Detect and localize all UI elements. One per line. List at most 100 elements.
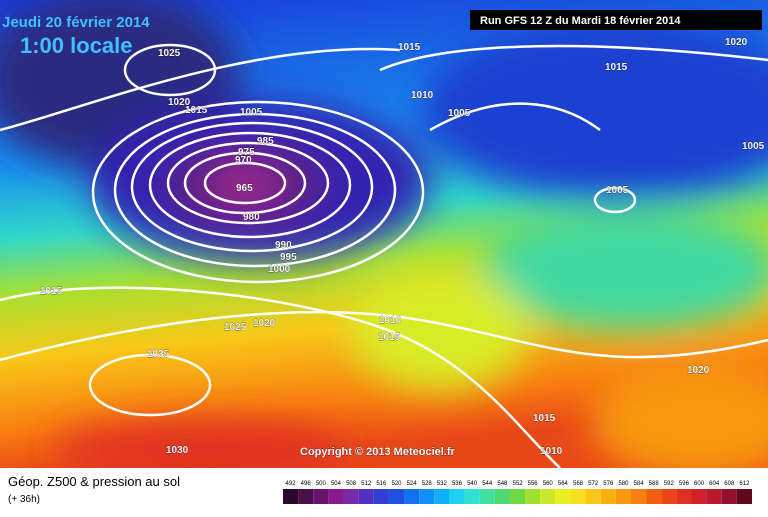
footer-subtitle: (+ 36h) [8,494,40,505]
scale-label: 516 [376,481,387,487]
isobar-label: 1020 [687,365,710,376]
scale-label: 552 [512,481,523,487]
scale-swatch [676,489,692,504]
color-scale: 492 496 500 504 508 512 516 520 524 528 532 536 540 5… [283,481,752,504]
isobar-label: 1010 [540,446,563,457]
scale-label: 520 [391,481,402,487]
isobar-label: 1020 [253,318,276,329]
scale-swatch [313,489,329,504]
scale-label: 556 [528,481,539,487]
scale-swatch [721,489,737,504]
field-shading [0,0,768,480]
scale-label: 496 [301,481,312,487]
scale-label: 600 [694,481,705,487]
isobar-label: 1005 [606,185,629,196]
isobar-label: 1025 [158,48,181,59]
isobar-label: 1015 [533,413,556,424]
scale-swatch [555,489,571,504]
isobar-label: 1015 [605,62,628,73]
scale-label: 584 [634,481,645,487]
scale-label: 572 [588,481,599,487]
scale-swatch [661,489,677,504]
scale-swatch [570,489,586,504]
scale-swatch [479,489,495,504]
scale-label: 588 [649,481,660,487]
isobar-label: 970 [235,155,252,166]
scale-label: 580 [618,481,629,487]
scale-swatch [509,489,526,504]
scale-label: 564 [558,481,569,487]
isobar-label: 1005 [742,141,765,152]
scale-label: 608 [724,481,735,487]
scale-swatch [525,489,541,504]
isobar-label: 1015 [398,42,421,53]
isobar-label: 975 [238,147,255,158]
scale-swatch [358,489,374,504]
scale-swatch [449,489,465,504]
scale-swatch [419,489,435,504]
scale-label: 568 [573,481,584,487]
scale-label: 528 [422,481,433,487]
scale-label: 536 [452,481,463,487]
scale-label: 508 [346,481,357,487]
scale-swatch [404,489,420,504]
isobar-label: 980 [243,212,260,223]
scale-swatch [600,489,616,504]
copyright: Copyright © 2013 Meteociel.fr [300,446,456,458]
isobar-label: 965 [236,183,253,194]
scale-swatch [373,489,389,504]
scale-label: 512 [361,481,372,487]
isobar-label: 1020 [168,97,191,108]
scale-label: 524 [407,481,418,487]
scale-label: 560 [543,481,554,487]
scale-swatch [646,489,662,504]
scale-swatch [706,489,722,504]
scale-label: 592 [664,481,675,487]
scale-label: 604 [709,481,720,487]
isobar-label: 1035 [147,349,170,360]
scale-label: 596 [679,481,690,487]
scale-label: 504 [331,481,342,487]
scale-label: 548 [497,481,508,487]
scale-swatch [388,489,405,504]
scale-swatch [494,489,510,504]
scale-swatch [298,489,314,504]
isobar-label: 1015 [378,332,401,343]
run: Run GFS 12 Z du Mardi 18 février 2014 [480,15,681,27]
scale-label: 612 [739,481,750,487]
isobar-label: 1015 [40,286,63,297]
date: Jeudi 20 février 2014 [2,14,150,31]
scale-swatch [464,489,480,504]
scale-swatch [540,489,556,504]
scale-label: 544 [482,481,493,487]
scale-label: 532 [437,481,448,487]
scale-swatch [615,489,631,504]
isobar-label: 995 [280,252,297,263]
scale-swatch [736,489,752,504]
footer-title: Géop. Z500 & pression au sol [8,474,180,489]
isobar-label: 1005 [240,107,263,118]
isobar-label: 990 [275,240,292,251]
isobar-label: 1025 [224,322,247,333]
scale-swatch [283,489,299,504]
isobar-label: 1000 [268,264,291,275]
isobar-label: 1005 [448,108,471,119]
scale-label: 540 [467,481,478,487]
scale-label: 492 [286,481,297,487]
isobar-label: 1015 [185,105,208,116]
isobar-lines [0,43,768,469]
isobar-label: 985 [257,136,274,147]
isobar-label: 1010 [411,90,434,101]
scale-swatch [328,489,344,504]
isobar-label: 1010 [379,315,402,326]
time: 1:00 locale [20,33,133,58]
scale-swatch [434,489,450,504]
scale-label: 576 [603,481,614,487]
scale-label: 500 [316,481,327,487]
run-box [470,10,762,30]
scale-swatch [691,489,707,504]
isobar-label: 1030 [166,445,189,456]
scale-swatch [630,489,647,504]
